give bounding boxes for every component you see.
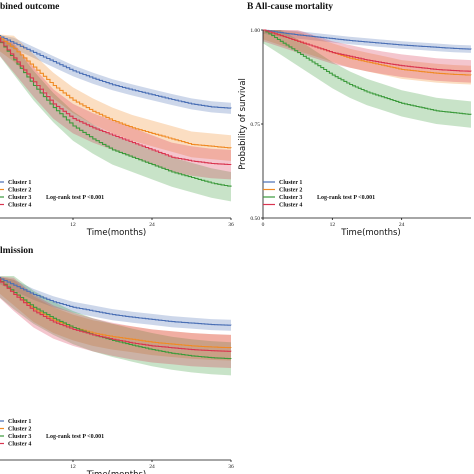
legend-label: Cluster 3: [279, 195, 302, 201]
ci-band-cluster-3: [0, 276, 231, 376]
x-axis-label: Time(months): [86, 228, 146, 238]
legend-label: Cluster 1: [8, 419, 31, 425]
legend-label: Cluster 1: [8, 180, 31, 186]
panel-b-plot: 0 12 24 0.50 0.75 1.00 Time(months) Probability…: [238, 28, 472, 238]
ci-band-cluster-1: [0, 277, 231, 331]
ci-band-cluster-2: [0, 34, 231, 161]
ci-band-cluster-4: [263, 30, 471, 83]
x-tick-label: 12: [70, 222, 76, 228]
legend-label: Cluster 4: [8, 442, 31, 448]
x-tick-label: 36: [228, 464, 234, 470]
x-axis-label: Time(months): [86, 470, 146, 474]
legend-label: Cluster 2: [8, 427, 31, 433]
x-axis-label: Time(months): [340, 228, 400, 238]
x-tick-label: 12: [70, 464, 76, 470]
survival-line-cluster-4: [0, 278, 232, 352]
y-tick-label: 1.00: [250, 28, 260, 34]
survival-line-cluster-3: [263, 29, 472, 115]
survival-line-cluster-1: [0, 34, 232, 109]
legend-label: Cluster 3: [8, 434, 31, 440]
survival-line-cluster-1: [263, 29, 472, 50]
legend-label: Cluster 4: [279, 203, 302, 209]
x-tick-label: 24: [149, 464, 155, 470]
x-tick-label: 36: [228, 222, 234, 228]
ci-band-cluster-3: [0, 37, 231, 202]
x-tick-label: 12: [330, 222, 336, 228]
ci-band-cluster-4: [0, 276, 231, 368]
y-axis-label: Probability of survival: [238, 78, 248, 170]
ci-band-cluster-2: [0, 277, 231, 361]
panel-b-title: B All-cause mortality: [247, 2, 333, 12]
x-tick-label: 0: [262, 222, 265, 228]
survival-line-cluster-2: [0, 35, 232, 149]
panel-a-title: bined outcome: [0, 2, 59, 12]
legend-label: Cluster 2: [8, 188, 31, 194]
logrank-annotation: Log-rank test P <0.001: [46, 434, 104, 440]
x-tick-label: 24: [149, 222, 155, 228]
survival-line-cluster-3: [0, 278, 232, 360]
y-tick-label: 0.50: [250, 216, 260, 222]
survival-line-cluster-4: [263, 29, 472, 72]
legend-label: Cluster 1: [279, 180, 302, 186]
survival-line-cluster-3: [0, 37, 232, 187]
x-tick-label: 24: [399, 222, 405, 228]
legend-label: Cluster 3: [8, 195, 31, 201]
legend-label: Cluster 4: [8, 203, 31, 209]
panel-c-title: lmission: [0, 246, 34, 256]
y-tick-label: 0.75: [250, 122, 260, 128]
ci-band-cluster-4: [0, 36, 231, 180]
logrank-annotation: Log-rank test P <0.001: [46, 195, 104, 201]
ci-band-cluster-3: [263, 30, 471, 128]
survival-line-cluster-1: [0, 276, 232, 326]
legend-label: Cluster 2: [279, 188, 302, 194]
logrank-annotation: Log-rank test P <0.001: [317, 195, 375, 201]
survival-line-cluster-4: [0, 37, 232, 166]
